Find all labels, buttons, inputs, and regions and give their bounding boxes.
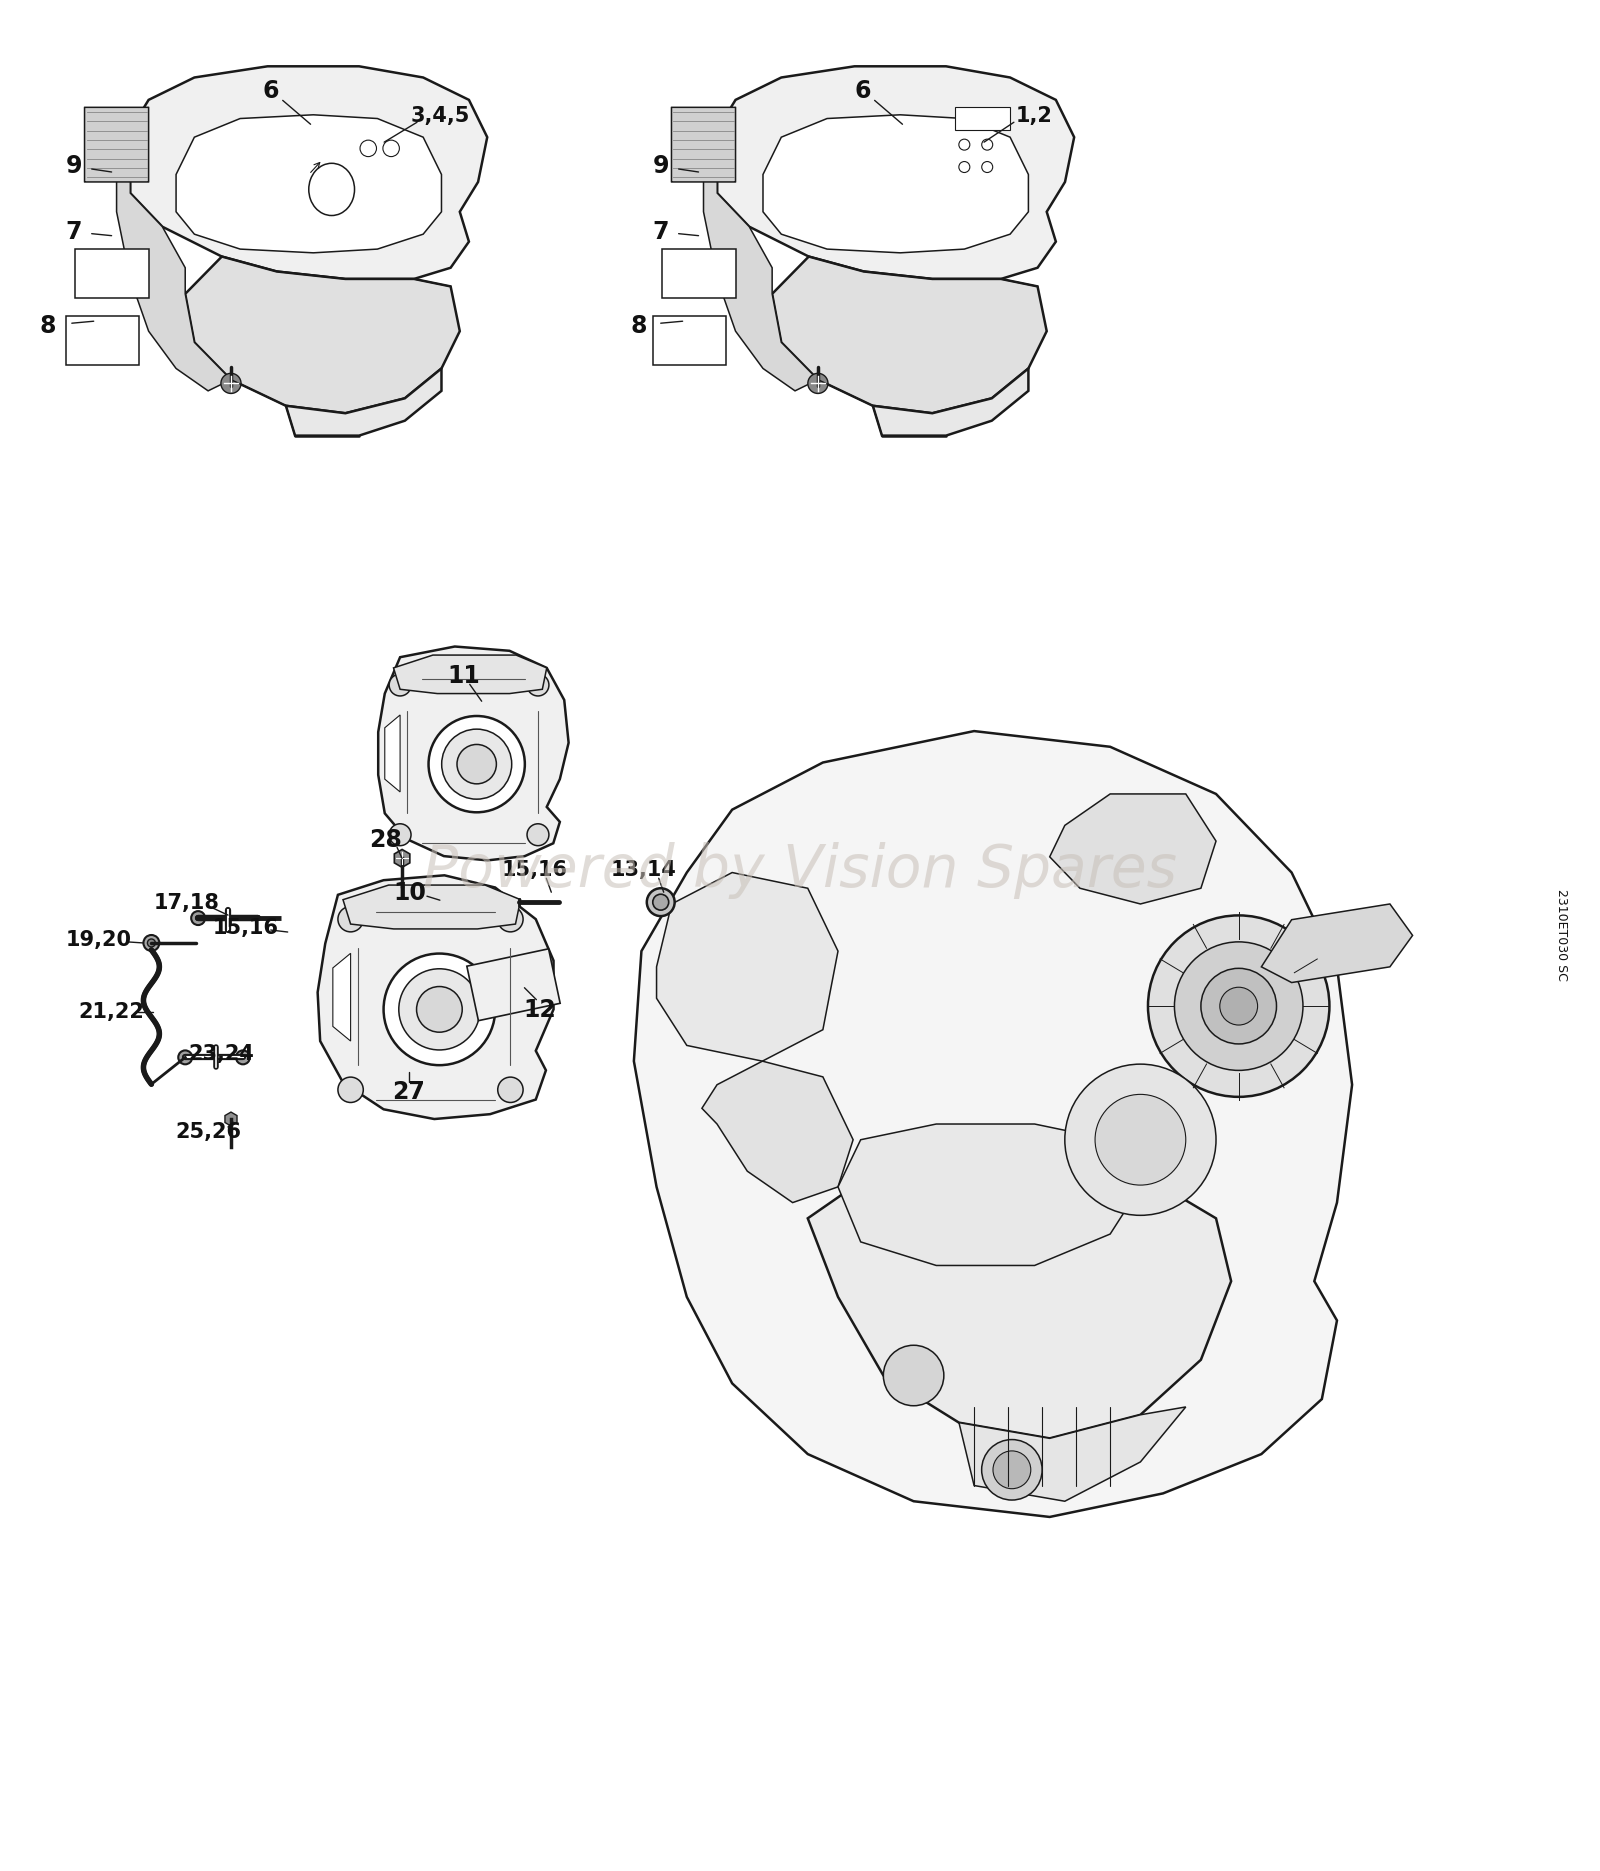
Bar <box>662 249 736 297</box>
Circle shape <box>190 911 205 924</box>
Text: 19,20: 19,20 <box>66 930 131 950</box>
Polygon shape <box>717 65 1074 279</box>
Text: 15,16: 15,16 <box>501 861 568 881</box>
Polygon shape <box>342 885 520 928</box>
Circle shape <box>958 138 970 150</box>
Polygon shape <box>384 715 400 791</box>
Circle shape <box>458 745 496 784</box>
Bar <box>66 316 139 365</box>
Polygon shape <box>378 647 568 861</box>
Circle shape <box>384 954 494 1065</box>
Circle shape <box>360 140 376 157</box>
Polygon shape <box>117 129 230 391</box>
Circle shape <box>498 1078 523 1102</box>
Polygon shape <box>838 1124 1141 1265</box>
Text: 6: 6 <box>262 79 278 103</box>
Polygon shape <box>176 114 442 253</box>
Polygon shape <box>1261 904 1413 982</box>
Circle shape <box>958 161 970 172</box>
Text: 23,24: 23,24 <box>189 1044 254 1065</box>
Circle shape <box>646 889 675 917</box>
Text: Powered by Vision Spares: Powered by Vision Spares <box>422 842 1178 898</box>
Bar <box>955 107 1010 129</box>
Text: 1,2: 1,2 <box>1016 107 1053 125</box>
Polygon shape <box>702 1061 853 1203</box>
Circle shape <box>1147 915 1330 1096</box>
Circle shape <box>982 161 992 172</box>
Text: 7: 7 <box>66 219 82 243</box>
Polygon shape <box>333 954 350 1040</box>
Circle shape <box>389 674 411 696</box>
Polygon shape <box>808 1171 1230 1439</box>
Text: 12: 12 <box>523 997 555 1022</box>
Bar <box>653 316 726 365</box>
Circle shape <box>338 907 363 932</box>
Polygon shape <box>773 256 1046 413</box>
FancyBboxPatch shape <box>672 107 736 181</box>
Circle shape <box>1202 969 1277 1044</box>
Text: 9: 9 <box>653 153 669 178</box>
Circle shape <box>526 674 549 696</box>
Polygon shape <box>394 849 410 868</box>
Polygon shape <box>186 256 459 413</box>
Circle shape <box>982 138 992 150</box>
Polygon shape <box>1050 793 1216 904</box>
Circle shape <box>883 1345 944 1405</box>
Circle shape <box>398 969 480 1050</box>
Circle shape <box>235 1050 250 1065</box>
Circle shape <box>1219 988 1258 1025</box>
Text: 8: 8 <box>630 314 646 339</box>
Circle shape <box>1174 941 1302 1070</box>
Text: 11: 11 <box>448 664 480 689</box>
Circle shape <box>429 717 525 812</box>
Polygon shape <box>467 949 560 1022</box>
Text: 13,14: 13,14 <box>611 861 677 881</box>
Circle shape <box>144 936 160 950</box>
Circle shape <box>338 1078 363 1102</box>
Circle shape <box>498 907 523 932</box>
Text: 21,22: 21,22 <box>78 1001 144 1022</box>
Polygon shape <box>704 129 818 391</box>
Circle shape <box>442 730 512 799</box>
Circle shape <box>382 140 400 157</box>
Text: 9: 9 <box>66 153 82 178</box>
Polygon shape <box>226 1111 237 1126</box>
Circle shape <box>1066 1065 1216 1216</box>
Polygon shape <box>318 876 554 1119</box>
Circle shape <box>1094 1095 1186 1184</box>
Text: 17,18: 17,18 <box>154 892 219 913</box>
Polygon shape <box>656 872 838 1061</box>
Bar <box>75 249 149 297</box>
Circle shape <box>808 374 827 393</box>
Text: 25,26: 25,26 <box>174 1123 242 1141</box>
Text: 2310ET030 SC: 2310ET030 SC <box>1555 889 1568 980</box>
Polygon shape <box>763 114 1029 253</box>
Circle shape <box>994 1450 1030 1489</box>
Circle shape <box>653 894 669 909</box>
Circle shape <box>416 986 462 1033</box>
Text: 27: 27 <box>392 1080 426 1104</box>
Polygon shape <box>394 655 547 694</box>
Polygon shape <box>130 65 488 279</box>
Circle shape <box>147 939 155 947</box>
Text: 6: 6 <box>854 79 870 103</box>
Circle shape <box>982 1439 1042 1501</box>
Polygon shape <box>874 369 1029 436</box>
FancyBboxPatch shape <box>85 107 149 181</box>
Text: 8: 8 <box>40 314 56 339</box>
Text: 7: 7 <box>653 219 669 243</box>
Polygon shape <box>634 732 1352 1517</box>
Text: 28: 28 <box>368 829 402 853</box>
Text: 3,4,5: 3,4,5 <box>410 107 469 125</box>
Polygon shape <box>286 369 442 436</box>
Circle shape <box>221 374 242 393</box>
Text: 15,16: 15,16 <box>213 919 278 937</box>
Text: 10: 10 <box>394 881 427 906</box>
Polygon shape <box>958 1407 1186 1501</box>
Circle shape <box>389 823 411 846</box>
Circle shape <box>526 823 549 846</box>
Circle shape <box>178 1050 192 1065</box>
